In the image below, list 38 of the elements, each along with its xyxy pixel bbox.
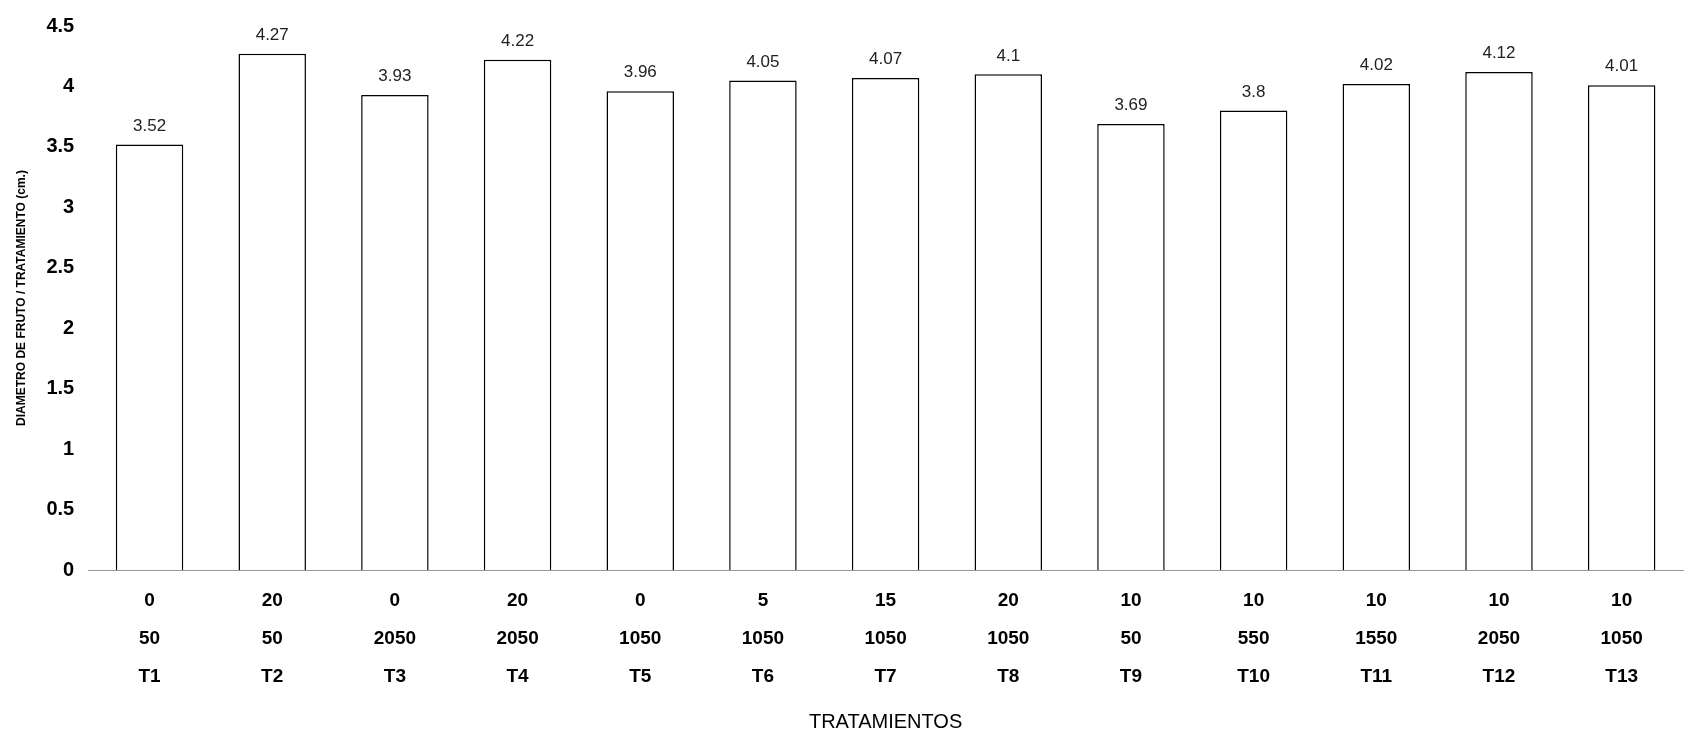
y-tick-label: 1 — [63, 436, 75, 459]
y-tick-label: 4 — [63, 73, 76, 96]
data-label: 4.05 — [746, 51, 780, 71]
data-label: 4.07 — [869, 49, 903, 69]
x-tick-label: 10 1050 T13 — [1600, 589, 1643, 687]
y-tick-label: 2.5 — [46, 255, 75, 278]
y-tick-label: 0.5 — [46, 497, 75, 520]
data-label: 3.93 — [378, 66, 412, 86]
data-label: 4.02 — [1359, 55, 1393, 75]
x-tick-label: 15 1050 T7 — [864, 589, 907, 687]
x-tick-label: 10 1550 T11 — [1355, 589, 1398, 687]
x-tick-label: 0 1050 T5 — [619, 589, 662, 687]
data-label: 3.69 — [1114, 95, 1148, 115]
x-tick-label: 20 50 T2 — [261, 589, 284, 687]
data-label: 4.22 — [501, 31, 535, 51]
y-tick-label: 4.5 — [46, 13, 75, 36]
x-tick-label: 0 2050 T3 — [373, 589, 417, 687]
data-label: 3.96 — [623, 62, 657, 82]
y-tick-label: 3.5 — [46, 134, 75, 157]
data-label: 4.01 — [1605, 56, 1639, 76]
x-tick-label: 10 550 T10 — [1237, 589, 1271, 687]
data-label: 3.8 — [1241, 81, 1266, 101]
y-tick-label: 1.5 — [46, 376, 75, 399]
y-tick-label: 3 — [63, 194, 75, 217]
y-axis-title: DIAMETRO DE FRUTO / TRATAMIENTO (cm.) — [13, 170, 28, 426]
y-tick-label: 0 — [63, 557, 75, 580]
x-tick-label: 0 50 T1 — [138, 589, 162, 687]
data-label: 4.12 — [1482, 43, 1516, 63]
x-tick-label: 10 2050 T12 — [1477, 589, 1521, 687]
data-label: 4.1 — [996, 45, 1021, 65]
y-tick-label: 2 — [63, 315, 75, 338]
data-label: 4.27 — [255, 24, 289, 44]
x-tick-label: 20 1050 T8 — [987, 589, 1030, 687]
x-tick-label: 5 1050 T6 — [741, 589, 785, 687]
data-label: 3.52 — [132, 115, 167, 135]
x-tick-label: 20 2050 T4 — [496, 589, 539, 687]
x-axis-title: TRATAMIENTOS — [808, 709, 963, 732]
x-tick-label: 10 50 T9 — [1119, 589, 1143, 687]
